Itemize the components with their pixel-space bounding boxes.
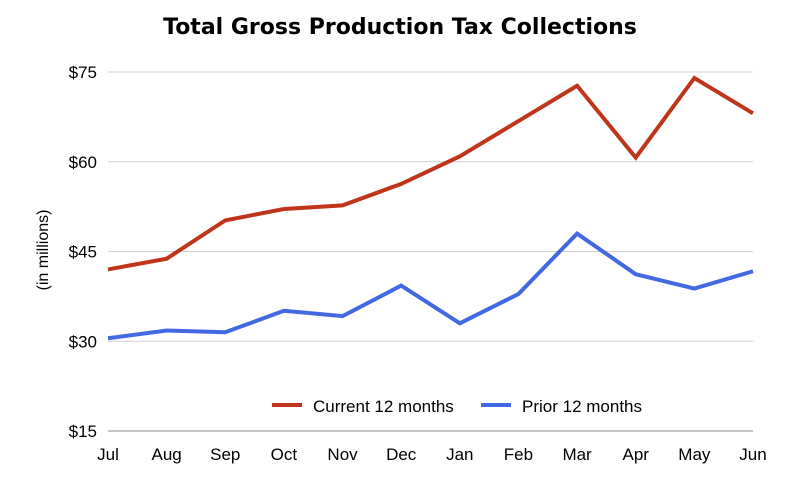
y-tick-label: $15 (69, 422, 97, 441)
series-line (107, 230, 754, 341)
x-tick-label: Apr (622, 445, 649, 464)
x-tick-label: Aug (152, 445, 182, 464)
x-axis-ticks: Jul Aug Sep Oct Nov Dec Jan Feb Mar Apr May Jun (97, 445, 767, 464)
chart-title: Total Gross Production Tax Collections (163, 15, 637, 40)
legend-label: Current 12 months (313, 397, 454, 416)
x-tick-label: Jul (97, 445, 119, 464)
x-tick-label: Sep (210, 445, 240, 464)
legend-label: Prior 12 months (522, 397, 642, 416)
x-tick-label: Mar (562, 445, 592, 464)
y-tick-label: $75 (69, 63, 97, 82)
gridlines (108, 71, 753, 432)
y-tick-label: $30 (69, 332, 97, 351)
y-tick-label: $45 (69, 243, 97, 262)
series-lines (107, 75, 755, 341)
x-tick-label: Jun (739, 445, 766, 464)
x-tick-label: May (678, 445, 711, 464)
legend: Current 12 months Prior 12 months (272, 397, 642, 416)
x-tick-label: Nov (327, 445, 358, 464)
y-tick-label: $60 (69, 153, 97, 172)
x-tick-label: Jan (446, 445, 473, 464)
x-tick-label: Oct (271, 445, 298, 464)
y-axis-label: (in millions) (35, 210, 52, 291)
series-line (107, 75, 755, 272)
x-tick-label: Dec (386, 445, 417, 464)
x-tick-label: Feb (504, 445, 533, 464)
y-axis-ticks: $15 $30 $45 $60 $75 (69, 63, 97, 441)
